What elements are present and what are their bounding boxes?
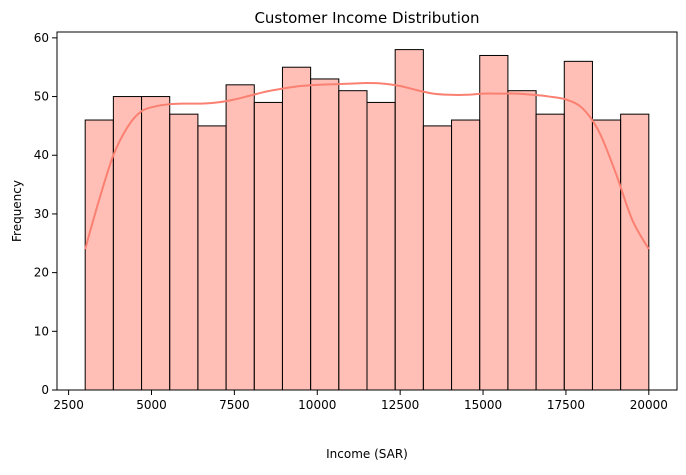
x-tick-label: 15000 xyxy=(464,398,502,412)
histogram-bar xyxy=(338,90,368,391)
x-tick-label: 20000 xyxy=(630,398,668,412)
histogram-bar xyxy=(169,113,199,391)
y-tick-label: 30 xyxy=(34,207,49,221)
histogram-bar xyxy=(591,119,622,391)
histogram-bar xyxy=(394,49,424,391)
histogram-bar xyxy=(253,101,283,391)
y-tick-label: 0 xyxy=(41,383,49,397)
y-axis-label: Frequency xyxy=(10,180,24,242)
y-tick-label: 50 xyxy=(34,90,49,104)
y-tick-label: 10 xyxy=(34,324,49,338)
histogram-bar xyxy=(281,66,312,391)
histogram-bar xyxy=(451,119,481,391)
y-tick-label: 60 xyxy=(34,31,49,45)
histogram-bar xyxy=(563,60,593,391)
bars-group xyxy=(84,49,650,391)
x-tick-label: 7500 xyxy=(219,398,250,412)
x-tick-label: 2500 xyxy=(53,398,84,412)
histogram-bar xyxy=(112,96,143,391)
x-axis-ticks: 2500 5000 7500 10000 12500 15000 17500 20000 xyxy=(53,390,668,412)
x-tick-label: 5000 xyxy=(136,398,167,412)
histogram-bar xyxy=(225,84,255,391)
histogram-bar xyxy=(84,119,114,391)
histogram-bar xyxy=(620,113,650,391)
histogram-bar xyxy=(141,96,171,391)
histogram-bar xyxy=(479,54,509,391)
kde-line xyxy=(84,82,650,250)
histogram-bar xyxy=(535,113,565,391)
y-tick-label: 40 xyxy=(34,148,49,162)
histogram-bar xyxy=(422,125,453,391)
y-tick-label: 20 xyxy=(34,266,49,280)
histogram-bar xyxy=(366,101,396,391)
histogram-bar xyxy=(197,125,227,391)
x-tick-label: 10000 xyxy=(298,398,336,412)
y-axis-ticks: 0 10 20 30 40 50 60 xyxy=(34,31,57,397)
x-axis-label: Income (SAR) xyxy=(326,447,408,461)
x-tick-label: 17500 xyxy=(547,398,585,412)
plot-frame xyxy=(56,31,678,391)
x-tick-label: 12500 xyxy=(381,398,419,412)
histogram-bar xyxy=(507,90,537,391)
chart-title: Customer Income Distribution xyxy=(254,9,479,27)
histogram-bar xyxy=(310,78,340,391)
